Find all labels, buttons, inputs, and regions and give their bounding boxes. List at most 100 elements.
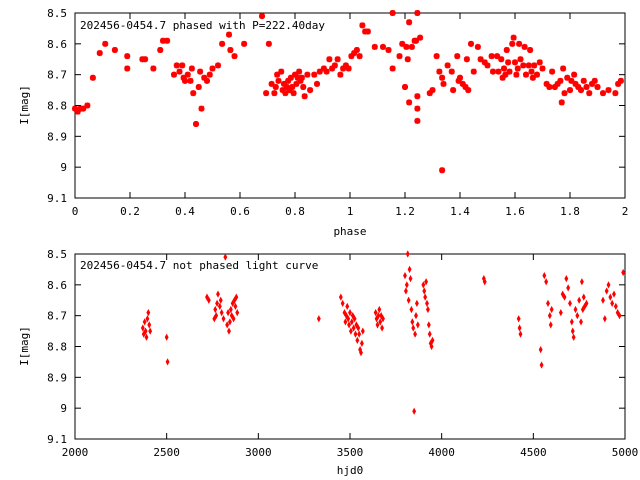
phased-data-point (204, 77, 210, 84)
phased-data-point (436, 68, 443, 75)
light-curve-data-point (608, 293, 613, 301)
phased-data-point (450, 87, 457, 94)
phased-data-point (293, 80, 300, 87)
phased-data-point (413, 37, 419, 44)
light-curve-data-point (338, 293, 343, 301)
phased-data-point (353, 47, 360, 53)
light-curve-data-point (373, 308, 378, 317)
phased-data-point (505, 59, 512, 66)
phased-data-point (554, 80, 561, 87)
phased-data-point (124, 53, 131, 60)
light-curve-data-point (376, 312, 381, 320)
phased-data-point (72, 105, 78, 112)
phased-data-point (484, 62, 491, 69)
phased-data-point (495, 68, 502, 75)
phased-data-point (525, 62, 532, 69)
phased-data-point (506, 68, 513, 75)
phased-data-point (111, 47, 118, 53)
phased-x-tick-label: 1.8 (560, 205, 580, 218)
phased-data-point (429, 87, 436, 94)
light-curve-data-point (234, 293, 239, 301)
light-curve-data-point (601, 296, 605, 304)
phased-data-point (371, 43, 378, 50)
phased-data-point (179, 62, 186, 69)
phased-y-axis-title: I[mag] (18, 85, 31, 125)
phased-data-point (494, 53, 501, 60)
light-curve-data-point (343, 318, 348, 326)
phased-data-point (289, 84, 296, 90)
light-curve-x-tick-label: 2500 (153, 446, 180, 459)
phased-data-point (513, 71, 520, 78)
phased-data-point (583, 84, 590, 90)
phased-data-point (396, 53, 403, 60)
light-curve-data-point (146, 308, 151, 317)
light-curve-data-point (351, 324, 356, 332)
phased-data-point (509, 40, 516, 47)
light-curve-data-point (405, 250, 410, 258)
light-curve-data-point (410, 318, 415, 326)
phased-x-tick-label: 1 (347, 205, 354, 218)
light-curve-data-point (516, 315, 521, 323)
light-curve-plot-area (74, 253, 626, 440)
phased-data-point (605, 87, 612, 94)
light-curve-data-point (380, 324, 385, 332)
light-curve-data-point (414, 312, 418, 320)
phased-data-point (298, 74, 305, 81)
phased-data-point (521, 43, 528, 50)
light-curve-data-point (604, 287, 609, 295)
light-curve-data-point (225, 321, 230, 329)
phased-data-point (281, 80, 287, 87)
light-curve-data-point (517, 324, 522, 332)
phased-data-point (142, 56, 149, 63)
light-curve-data-point (570, 327, 575, 335)
light-curve-data-point (352, 315, 357, 323)
light-curve-data-point (233, 302, 238, 311)
light-curve-data-point (316, 315, 321, 323)
light-curve-x-tick-label: 3000 (245, 446, 272, 459)
phased-data-point (444, 62, 451, 69)
light-curve-data-point (165, 358, 170, 366)
phased-data-point (594, 84, 601, 90)
light-curve-data-point (348, 308, 352, 317)
light-curve-x-tick-label: 2000 (62, 446, 89, 459)
light-curve-data-point (345, 302, 350, 311)
phased-data-point (290, 90, 297, 97)
phased-data-point (551, 84, 558, 90)
phased-data-point (385, 47, 392, 53)
phased-data-point (263, 90, 270, 97)
phased-data-point (296, 68, 303, 75)
light-curve-data-point (581, 293, 586, 301)
phased-y-tick-label: 8.8 (47, 100, 67, 113)
phased-data-point (463, 56, 470, 63)
light-curve-data-point (421, 281, 426, 289)
light-curve-data-point (348, 327, 353, 335)
light-curve-data-point (147, 321, 152, 329)
phased-data-point (188, 65, 195, 72)
light-curve-chart-title: 202456-0454.7 not phased light curve (80, 259, 318, 272)
light-curve-data-point (142, 318, 147, 326)
phased-data-point (124, 65, 131, 72)
phased-data-point (265, 40, 272, 47)
phased-data-point (187, 77, 194, 84)
light-curve-data-point (547, 312, 552, 320)
phased-data-point (578, 87, 584, 94)
phased-data-point (195, 84, 202, 90)
phased-data-point (531, 62, 538, 69)
light-curve-data-point (223, 253, 228, 261)
light-curve-data-point (360, 327, 365, 335)
phased-data-point (414, 117, 421, 124)
phased-data-point (102, 40, 109, 47)
phased-data-point (536, 59, 543, 66)
phased-data-point (600, 90, 606, 97)
light-curve-points (140, 250, 626, 415)
light-curve-data-point (377, 305, 382, 314)
phased-data-point (510, 34, 517, 41)
phased-data-point (329, 65, 336, 72)
phased-data-point (283, 84, 290, 90)
phased-data-point (227, 47, 234, 53)
light-curve-y-tick-label: 9 (60, 402, 67, 415)
light-curve-y-axis-title: I[mag] (18, 326, 31, 366)
light-curve-data-point (602, 315, 607, 323)
phased-data-point (549, 68, 556, 75)
